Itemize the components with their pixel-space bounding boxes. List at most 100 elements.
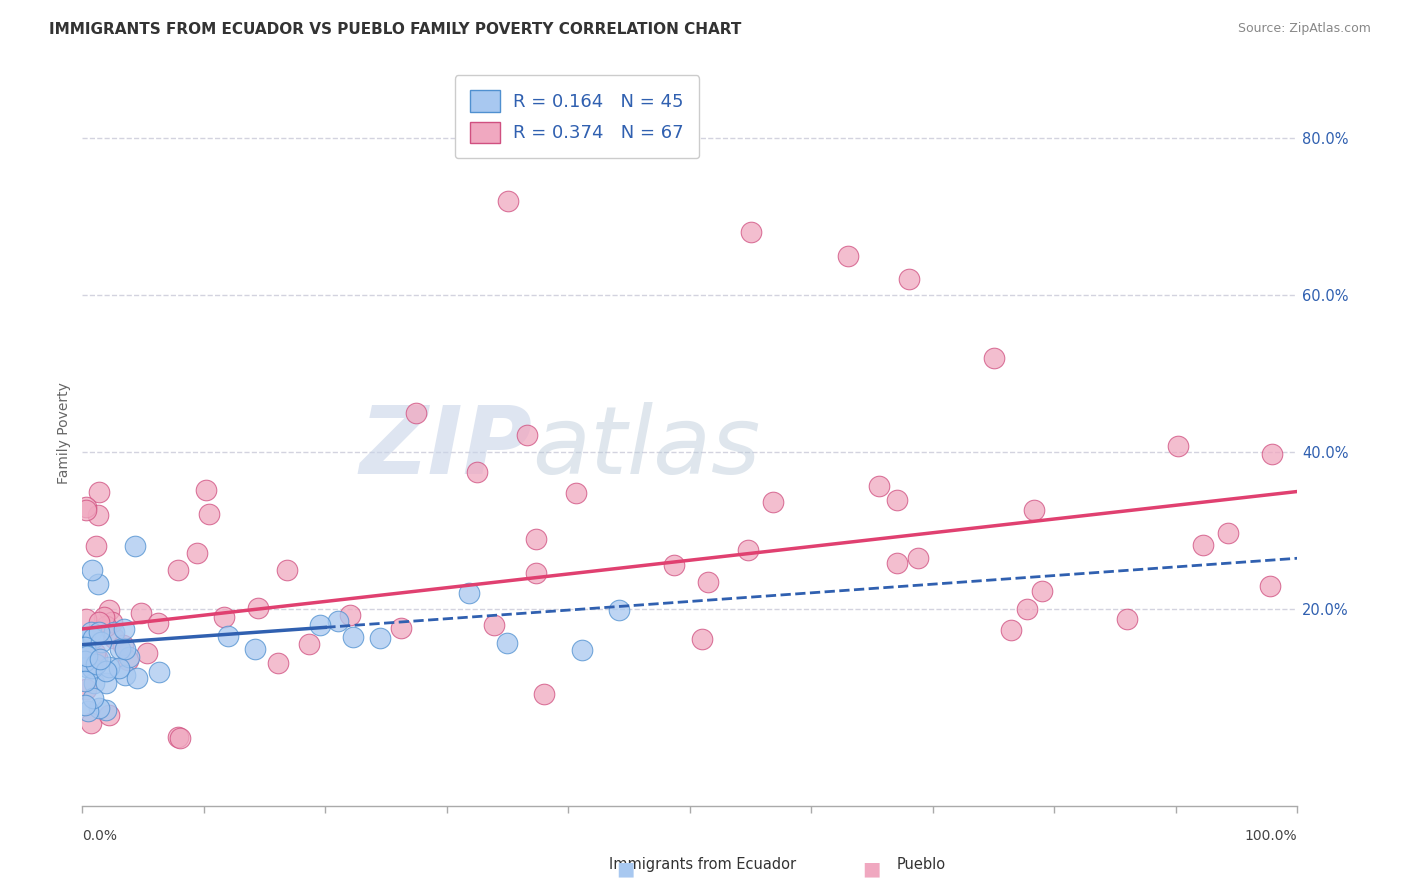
Point (100, 615, 122, 629)
Point (1031, 583, 1053, 598)
Point (516, 428, 538, 442)
Text: Immigrants from Ecuador: Immigrants from Ecuador (609, 857, 797, 872)
Point (94, 703, 117, 717)
Point (111, 639, 134, 653)
Point (82, 690, 104, 705)
Point (89, 615, 111, 630)
Point (87, 701, 110, 715)
Point (103, 624, 125, 639)
Text: Pueblo: Pueblo (897, 857, 945, 872)
Point (75, 503, 97, 517)
Point (484, 618, 506, 632)
Point (98, 659, 121, 673)
Point (108, 661, 131, 675)
Point (1022, 502, 1045, 516)
Point (167, 563, 190, 577)
Point (96, 676, 118, 690)
Point (886, 556, 908, 570)
Point (75, 611, 97, 625)
Legend: R = 0.164   N = 45, R = 0.374   N = 67: R = 0.164 N = 45, R = 0.374 N = 67 (456, 76, 699, 158)
Text: 0.0%: 0.0% (83, 830, 117, 843)
Point (82, 661, 104, 675)
Point (169, 731, 191, 746)
Point (217, 629, 239, 643)
Point (328, 614, 350, 628)
Point (98, 708, 121, 723)
Point (75, 500, 97, 515)
Point (662, 558, 685, 572)
Point (84, 646, 107, 660)
Point (103, 632, 125, 646)
Point (1115, 612, 1137, 626)
Point (837, 249, 859, 263)
Point (76, 649, 98, 664)
Y-axis label: Family Poverty: Family Poverty (58, 382, 72, 483)
Point (565, 486, 588, 500)
Point (76, 660, 98, 674)
Point (389, 621, 412, 635)
Point (339, 607, 361, 622)
Point (77, 704, 100, 718)
Point (93, 610, 115, 624)
Point (118, 650, 141, 665)
Point (194, 483, 217, 498)
Point (127, 671, 149, 685)
Point (90, 634, 112, 648)
Point (1261, 447, 1284, 461)
Point (73, 647, 96, 661)
Point (96, 619, 118, 633)
Point (73, 640, 96, 654)
Point (298, 637, 321, 651)
Point (607, 603, 630, 617)
Point (342, 630, 364, 644)
Point (1000, 623, 1022, 637)
Text: ■: ■ (616, 859, 636, 879)
Point (533, 687, 555, 701)
Point (84, 540, 107, 554)
Point (96, 665, 118, 679)
Point (696, 575, 718, 590)
Point (83, 675, 105, 690)
Point (167, 730, 190, 744)
Point (112, 622, 135, 636)
Point (79, 625, 101, 640)
Point (868, 479, 890, 493)
Point (276, 563, 298, 577)
Point (87, 576, 110, 591)
Point (148, 665, 170, 679)
Point (98, 603, 121, 617)
Point (73, 654, 96, 668)
Point (129, 607, 152, 621)
Point (89, 652, 111, 666)
Point (146, 615, 169, 630)
Text: ■: ■ (862, 859, 882, 879)
Point (75, 631, 97, 645)
Text: IMMIGRANTS FROM ECUADOR VS PUEBLO FAMILY POVERTY CORRELATION CHART: IMMIGRANTS FROM ECUADOR VS PUEBLO FAMILY… (49, 22, 741, 37)
Point (117, 653, 139, 667)
Point (886, 492, 908, 507)
Point (75, 681, 97, 696)
Point (1167, 440, 1189, 454)
Point (89, 624, 111, 639)
Point (245, 642, 267, 657)
Point (524, 566, 547, 580)
Point (247, 601, 270, 615)
Point (86, 650, 108, 665)
Point (1258, 579, 1281, 593)
Point (458, 586, 481, 600)
Point (983, 351, 1005, 365)
Point (80, 716, 103, 731)
Point (690, 632, 713, 646)
Point (198, 508, 221, 522)
Point (571, 643, 593, 657)
Point (82, 632, 104, 646)
Point (212, 610, 235, 624)
Point (73, 698, 96, 713)
Point (80, 563, 103, 577)
Point (496, 636, 519, 650)
Point (740, 225, 762, 239)
Text: ZIP: ZIP (359, 401, 531, 493)
Point (368, 632, 391, 646)
Point (907, 550, 929, 565)
Point (1218, 525, 1240, 540)
